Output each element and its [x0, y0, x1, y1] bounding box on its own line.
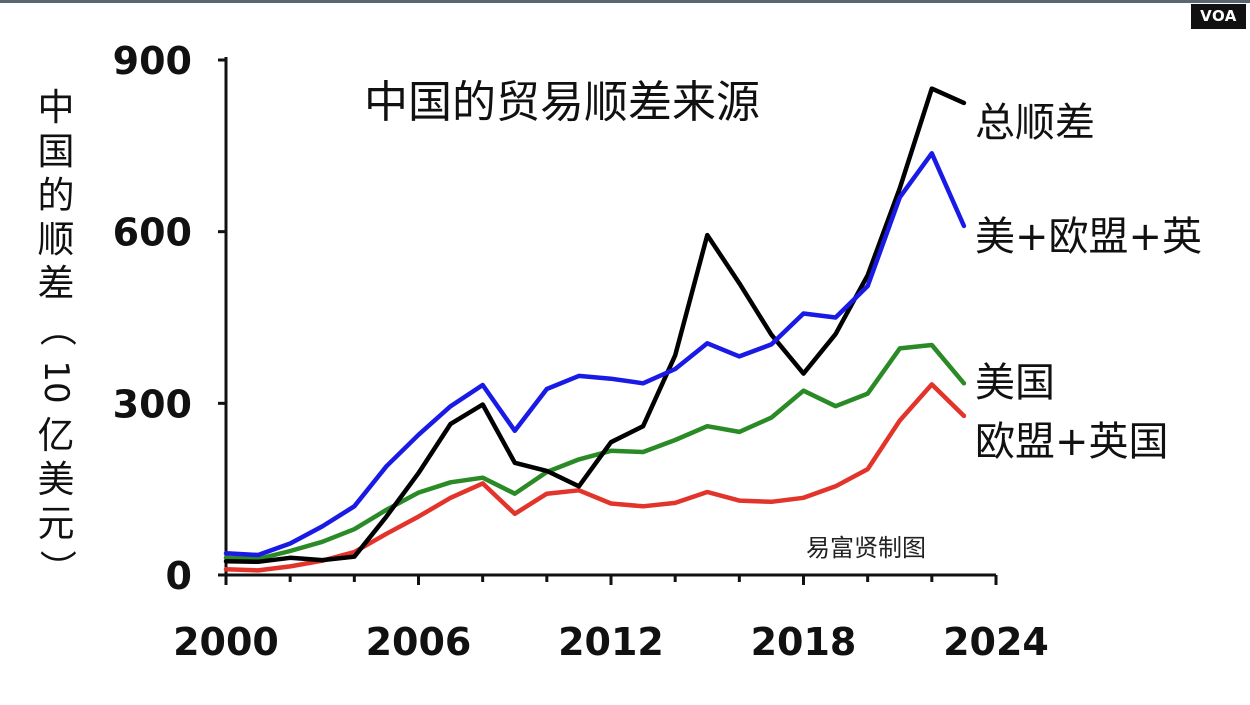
series-label-1: 美+欧盟+英 [975, 214, 1202, 260]
x-tick-label: 2012 [558, 620, 664, 664]
series-line-2 [223, 342, 967, 562]
y-tick-label: 300 [113, 382, 192, 426]
x-tick-label: 2024 [943, 620, 1049, 664]
series-line-0 [223, 86, 967, 565]
y-tick-label: 900 [113, 39, 192, 83]
y-axis-label-char: 差 [37, 262, 75, 305]
y-axis-label-char: 美 [37, 458, 75, 501]
x-tick-label: 2000 [173, 620, 279, 664]
y-tick-label: 600 [113, 211, 192, 255]
x-tick-label: 2006 [366, 620, 472, 664]
series-lines [223, 86, 967, 573]
series-line-3 [223, 382, 967, 573]
series-label-2: 美国 [975, 360, 1055, 406]
y-axis-label-char: 的 [37, 174, 75, 217]
series-label-3: 欧盟+英国 [975, 419, 1169, 465]
voa-logo: VOA [1191, 4, 1246, 29]
y-axis-label-char: 国 [37, 130, 75, 173]
y-axis-label: 中 国 的 顺 差 （ 10 亿 美 元 ） [32, 86, 80, 590]
y-axis-label-char: 亿 [37, 414, 75, 457]
chart-credit: 易富贤制图 [806, 534, 926, 562]
x-tick-label: 2018 [751, 620, 857, 664]
chart-title: 中国的贸易顺差来源 [364, 77, 760, 128]
series-line-1 [223, 151, 967, 558]
y-axis-label-char: 顺 [37, 218, 75, 261]
y-tick-label: 0 [166, 554, 192, 598]
axes: 0 300 600 900 2000 2006 2012 2018 2024 [113, 39, 1049, 664]
top-rule [0, 0, 1250, 3]
series-label-0: 总顺差 [975, 100, 1095, 146]
y-axis-label-char: 元 [37, 502, 75, 545]
y-axis-label-char: 中 [37, 86, 75, 129]
